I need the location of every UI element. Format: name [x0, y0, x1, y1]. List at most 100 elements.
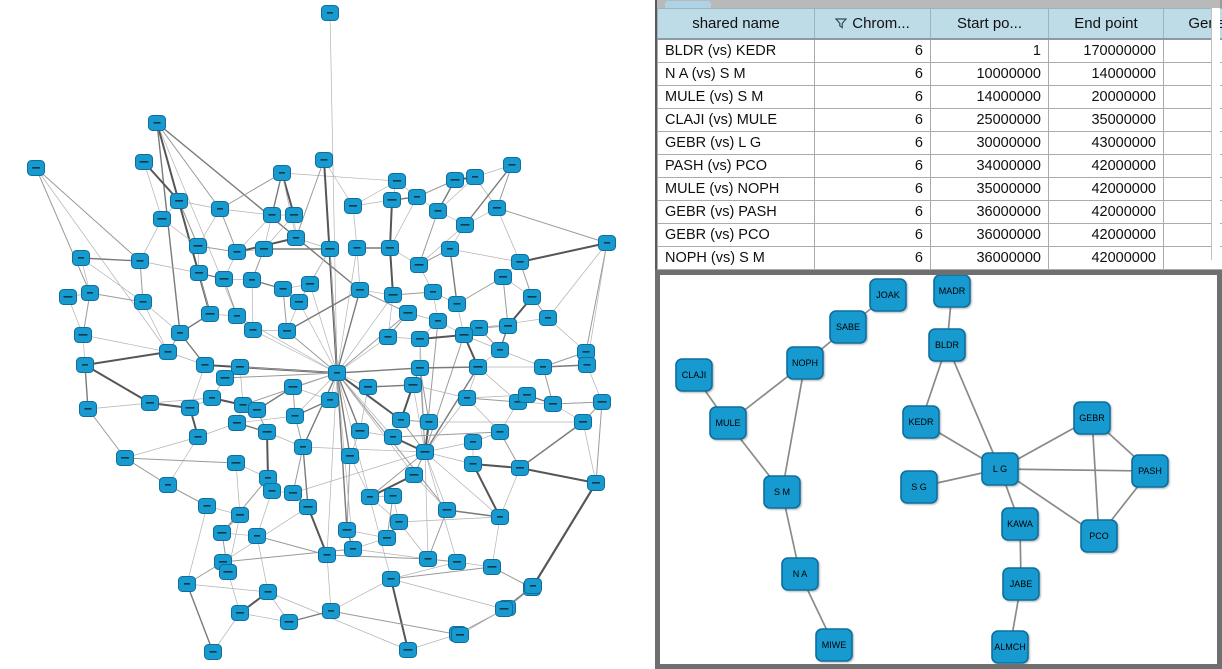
network-node[interactable] — [328, 365, 346, 381]
network-node[interactable] — [116, 450, 134, 466]
network-edge[interactable] — [336, 312, 409, 374]
network-edge[interactable] — [519, 421, 584, 469]
network-edge[interactable] — [502, 276, 509, 327]
network-node[interactable] — [416, 444, 434, 460]
network-edge[interactable] — [389, 196, 418, 249]
network-edge[interactable] — [139, 260, 200, 274]
network-node[interactable] — [383, 192, 401, 208]
network-node[interactable] — [290, 294, 308, 310]
cell-end[interactable]: 170000000 — [1048, 38, 1164, 63]
network-edge[interactable] — [336, 294, 394, 374]
network-node[interactable] — [321, 392, 339, 408]
network-edge[interactable] — [236, 415, 296, 424]
network-node[interactable] — [399, 305, 417, 321]
network-node[interactable] — [410, 257, 428, 273]
network-node[interactable] — [598, 235, 616, 251]
network-node[interactable] — [72, 250, 90, 266]
network-node[interactable] — [420, 414, 438, 430]
network-node[interactable] — [351, 282, 369, 298]
network-edge[interactable] — [309, 283, 338, 374]
network-node[interactable] — [286, 408, 304, 424]
network-edge[interactable] — [585, 242, 608, 353]
network-edge[interactable] — [419, 366, 479, 369]
network-node[interactable] — [284, 485, 302, 501]
network-edge[interactable] — [221, 477, 269, 534]
cell-shared_name[interactable]: NOPH (vs) S M — [657, 246, 815, 270]
network-edge[interactable] — [595, 401, 603, 484]
network-edge[interactable] — [336, 247, 358, 374]
network-node[interactable] — [258, 424, 276, 440]
node-mule[interactable]: MULE — [709, 406, 747, 440]
cell-start[interactable]: 1 — [930, 38, 1049, 63]
panel-tab[interactable] — [665, 1, 711, 8]
node-jabe[interactable]: JABE — [1002, 567, 1040, 601]
network-node[interactable] — [441, 241, 459, 257]
network-node[interactable] — [458, 390, 476, 406]
network-node[interactable] — [263, 207, 281, 223]
cell-end[interactable]: 42000000 — [1048, 200, 1164, 224]
network-node[interactable] — [248, 402, 266, 418]
cell-shared_name[interactable]: MULE (vs) S M — [657, 85, 815, 109]
network-node[interactable] — [204, 644, 222, 660]
network-node[interactable] — [322, 603, 340, 619]
cell-shared_name[interactable]: PASH (vs) PCO — [657, 154, 815, 178]
cell-end[interactable]: 20000000 — [1048, 85, 1164, 109]
network-node[interactable] — [348, 240, 366, 256]
network-node[interactable] — [228, 415, 246, 431]
network-node[interactable] — [382, 571, 400, 587]
network-node[interactable] — [243, 272, 261, 288]
network-node[interactable] — [273, 165, 291, 181]
table-row[interactable]: MULE (vs) S M614000000200000007.5 — [657, 85, 1222, 109]
network-edge[interactable] — [1091, 417, 1100, 537]
network-node[interactable] — [159, 477, 177, 493]
network-node[interactable] — [178, 576, 196, 592]
network-node[interactable] — [198, 498, 216, 514]
network-edge[interactable] — [449, 248, 521, 263]
network-node[interactable] — [574, 414, 592, 430]
network-node[interactable] — [511, 254, 529, 270]
network-edge[interactable] — [302, 446, 426, 453]
network-edge[interactable] — [412, 384, 426, 453]
network-node[interactable] — [321, 241, 339, 257]
network-node[interactable] — [301, 276, 319, 292]
network-edge[interactable] — [336, 372, 351, 457]
cell-start[interactable]: 34000000 — [930, 154, 1049, 178]
network-edge[interactable] — [464, 164, 513, 226]
network-node[interactable] — [76, 357, 94, 373]
network-node[interactable] — [341, 448, 359, 464]
network-node[interactable] — [384, 488, 402, 504]
network-edge[interactable] — [390, 578, 505, 610]
network-node[interactable] — [141, 395, 159, 411]
network-node[interactable] — [131, 253, 149, 269]
network-node[interactable] — [539, 310, 557, 326]
cell-chromosome[interactable]: 6 — [814, 246, 931, 270]
network-node[interactable] — [259, 584, 277, 600]
cell-end[interactable]: 42000000 — [1048, 177, 1164, 201]
network-node[interactable] — [231, 359, 249, 375]
network-edge[interactable] — [80, 257, 144, 303]
network-node[interactable] — [170, 193, 188, 209]
network-edge[interactable] — [219, 172, 283, 210]
network-node[interactable] — [469, 359, 487, 375]
network-edge[interactable] — [346, 455, 351, 531]
network-edge[interactable] — [149, 397, 213, 404]
cell-shared_name[interactable]: BLDR (vs) KEDR — [657, 38, 815, 63]
network-edge[interactable] — [336, 372, 394, 438]
small-network-canvas[interactable]: JOAK SABE NOPH CLAJI MULE S M N A MIWE MADR BLDR K… — [660, 275, 1217, 664]
network-node[interactable] — [181, 400, 199, 416]
network-node[interactable] — [399, 642, 417, 658]
network-edge[interactable] — [499, 467, 521, 518]
network-node[interactable] — [153, 211, 171, 227]
network-edge[interactable] — [369, 451, 426, 498]
network-edge[interactable] — [35, 167, 169, 353]
network-edge[interactable] — [87, 408, 126, 459]
network-edge[interactable] — [256, 535, 269, 593]
network-edge[interactable] — [519, 242, 608, 263]
network-node[interactable] — [159, 344, 177, 360]
network-node[interactable] — [451, 627, 469, 643]
network-node[interactable] — [518, 387, 536, 403]
network-edge[interactable] — [87, 402, 151, 410]
network-node[interactable] — [578, 357, 596, 373]
network-edge[interactable] — [252, 329, 338, 374]
network-edge[interactable] — [80, 257, 141, 262]
